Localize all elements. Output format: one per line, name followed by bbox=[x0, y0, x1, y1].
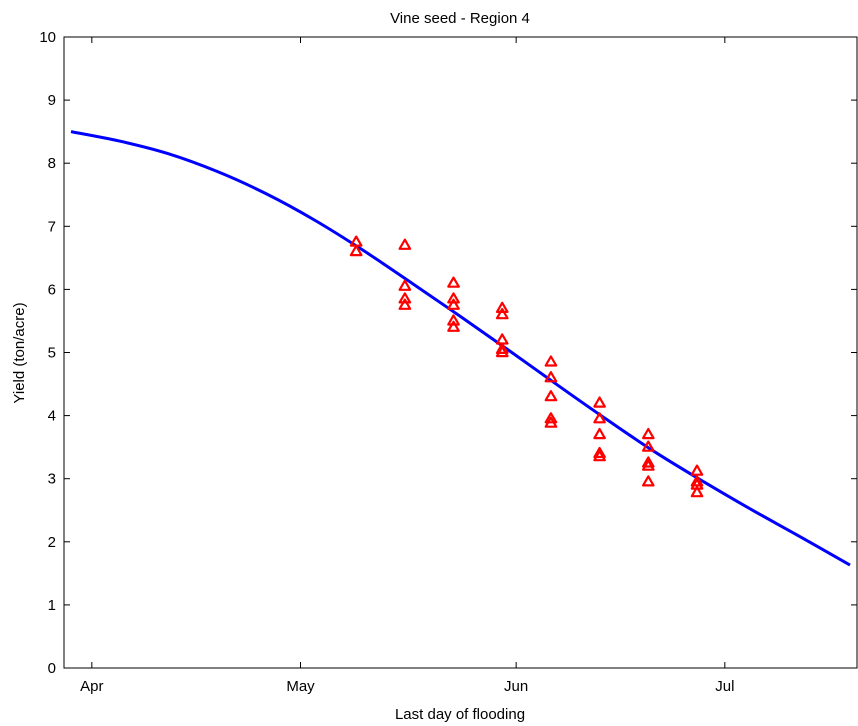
data-point-triangle bbox=[690, 486, 704, 498]
plot-frame bbox=[63, 36, 858, 669]
y-tick-label: 6 bbox=[48, 281, 56, 298]
data-point-triangle bbox=[495, 345, 509, 358]
data-point-triangle bbox=[544, 371, 558, 383]
plot-area: 0 1 2 3 4 5 6 7 8 9 10 Apr May Jun Jul bbox=[39, 29, 858, 695]
x-tick-label: Jul bbox=[715, 678, 734, 695]
data-point-triangle bbox=[447, 320, 460, 332]
y-tick-label: 9 bbox=[48, 92, 56, 109]
data-point-triangle bbox=[398, 292, 412, 304]
data-point-triangle bbox=[495, 342, 509, 354]
data-point-triangle bbox=[447, 292, 460, 304]
x-tick-label: Jun bbox=[504, 678, 528, 695]
data-point-triangle bbox=[544, 416, 558, 428]
data-point-triangle bbox=[495, 333, 509, 345]
data-point-triangle bbox=[447, 298, 460, 310]
data-point-triangle bbox=[349, 244, 363, 257]
y-tick-label: 5 bbox=[48, 345, 56, 362]
data-point-triangle bbox=[398, 279, 412, 291]
data-point-triangle bbox=[690, 464, 704, 476]
y-tick-label: 2 bbox=[48, 534, 56, 551]
y-tick-label: 8 bbox=[48, 155, 56, 172]
y-axis-title: Yield (ton/acre) bbox=[11, 302, 28, 403]
fit-curve-line bbox=[70, 130, 851, 567]
x-tick-label: May bbox=[286, 678, 315, 695]
x-axis-title: Last day of flooding bbox=[395, 706, 525, 723]
data-point-triangle bbox=[398, 298, 412, 310]
data-point-triangle bbox=[495, 308, 509, 320]
data-point-triangle bbox=[544, 390, 558, 402]
data-point-triangle bbox=[593, 412, 606, 424]
chart-title: Vine seed - Region 4 bbox=[390, 10, 530, 27]
y-tick-label: 7 bbox=[48, 218, 56, 235]
data-point-triangle bbox=[641, 459, 655, 471]
data-point-triangle bbox=[593, 446, 606, 459]
data-point-triangle bbox=[593, 396, 606, 408]
y-tick-label: 4 bbox=[48, 408, 56, 425]
data-point-triangle bbox=[544, 355, 558, 367]
data-point-triangle bbox=[641, 440, 655, 452]
data-point-triangle bbox=[398, 238, 412, 250]
data-point-triangle bbox=[593, 427, 606, 440]
y-tick-label: 0 bbox=[48, 660, 56, 677]
data-point-triangle bbox=[447, 276, 460, 288]
y-tick-label: 1 bbox=[48, 597, 56, 614]
data-point-triangle bbox=[593, 450, 606, 462]
data-point-triangle bbox=[447, 314, 460, 326]
data-point-triangle bbox=[641, 456, 655, 468]
x-tick-label: Apr bbox=[80, 678, 103, 695]
data-point-triangle bbox=[495, 301, 509, 313]
y-tick-label: 3 bbox=[48, 471, 56, 488]
data-point-triangle bbox=[690, 475, 704, 487]
data-point-triangle bbox=[641, 427, 655, 440]
data-point-triangle bbox=[544, 412, 558, 424]
y-tick-label: 10 bbox=[39, 29, 56, 46]
data-point-triangle bbox=[641, 475, 655, 487]
